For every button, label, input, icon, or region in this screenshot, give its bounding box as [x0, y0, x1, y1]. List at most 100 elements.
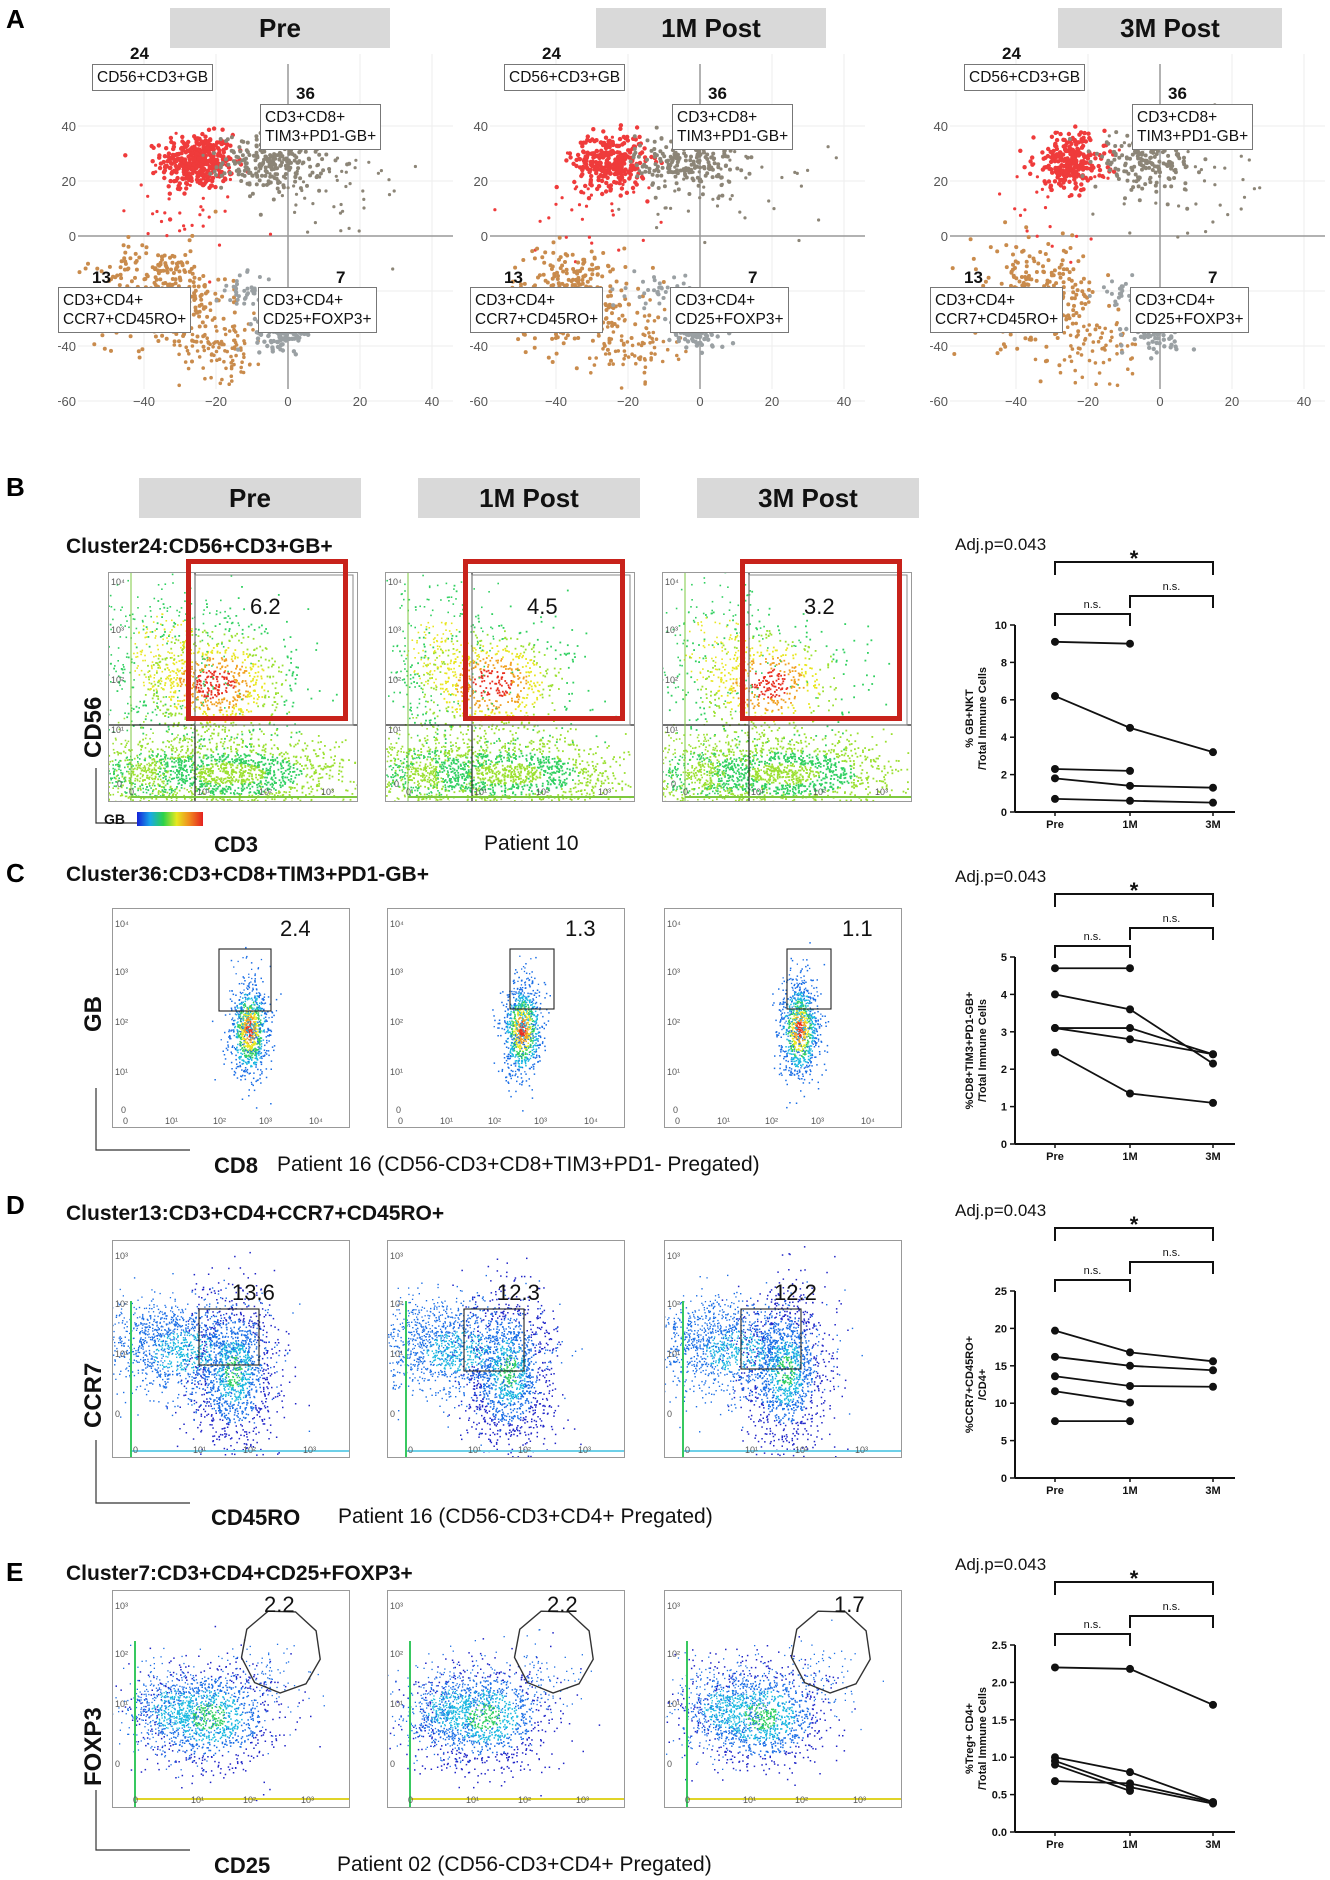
a-cluster-label-line: CD3+CD4+: [263, 291, 372, 310]
chart-e-series-3: [1054, 1763, 1131, 1792]
d-x-axis-title: CD45RO: [211, 1505, 300, 1531]
chart-c: Adj.p=0.043 * n.s. n.s. 0 1 2 3 4 5 Pre 1M 3M %CD8+TI…: [955, 867, 1235, 1163]
a-y-tick: 40: [934, 119, 948, 134]
chart-d-ns-right: n.s.: [1163, 1247, 1181, 1259]
a-cluster-label-line: CD3+CD4+: [475, 291, 598, 310]
a-cluster-label-line: CD25+FOXP3+: [1135, 310, 1244, 329]
a-y-tick: 20: [62, 174, 76, 189]
a-cluster-label-13: CD3+CD4+ CCR7+CD45RO+: [58, 287, 192, 333]
chart-b-ytick: 8: [1001, 657, 1007, 669]
a-y-tick: 0: [941, 229, 948, 244]
chart-b-ytick: 6: [1001, 695, 1007, 707]
a-cluster-label-7: CD3+CD4+ CD25+FOXP3+: [258, 287, 377, 333]
chart-b-xtick-Pre: Pre: [1046, 819, 1064, 831]
chart-e-adjp: Adj.p=0.043: [955, 1555, 1046, 1574]
chart-c-xtick-3M: 3M: [1205, 1151, 1220, 1163]
chart-d-ylabel: %CCR7+CD45RO+/CD4+: [964, 1336, 989, 1433]
a-cluster-num-13: 13: [504, 268, 523, 288]
a-cluster-num-36: 36: [1168, 84, 1187, 104]
chart-b-series-2: [1054, 768, 1131, 772]
b-cluster-title: Cluster24:CD56+CD3+GB+: [66, 535, 333, 559]
a-cluster-num-24: 24: [130, 44, 149, 64]
chart-c-ylabel: %CD8+TIM3+PD1-GB+/Total Immune Cells: [964, 992, 989, 1110]
chart-c-point: [1126, 1089, 1134, 1098]
chart-e-point: [1126, 1768, 1134, 1777]
chart-d-point: [1051, 1372, 1059, 1381]
chart-e-sig-star: *: [1130, 1566, 1139, 1591]
a-cluster-label-24: CD56+CD3+GB: [504, 64, 626, 91]
c-gate-value-1: 1.3: [565, 916, 596, 942]
d-flow-plot-2: 10³ 10² 10¹ 0 0 10¹ 10² 10³: [664, 1240, 902, 1458]
b-flow-plot-2: 10⁴ 10³ 10² 10¹ 0 0 10¹ 10² 10³: [662, 572, 912, 802]
c-cluster-title: Cluster36:CD3+CD8+TIM3+PD1-GB+: [66, 863, 429, 887]
chart-d-point: [1051, 1352, 1059, 1361]
chart-e-ytick: 2.5: [992, 1640, 1007, 1652]
chart-c-ytick: 4: [1001, 989, 1008, 1001]
a-cluster-label-line: CD56+CD3+GB: [969, 68, 1080, 87]
a-cluster-label-line: CD3+CD4+: [1135, 291, 1244, 310]
chart-e-ytick: 1.0: [992, 1752, 1007, 1764]
chart-b-point: [1209, 798, 1217, 807]
chart-c-xtick-1M: 1M: [1122, 1151, 1137, 1163]
chart-b-ytick: 2: [1001, 770, 1007, 782]
e-gate-value-1: 2.2: [547, 1592, 578, 1618]
c-flow-plot-2: 10⁴ 10³ 10² 10¹ 0 0 10¹ 10² 10³ 10⁴: [664, 908, 902, 1128]
chart-b-point: [1126, 639, 1134, 648]
a-cluster-label-24: CD56+CD3+GB: [964, 64, 1086, 91]
chart-c-point: [1209, 1050, 1217, 1059]
a-cluster-label-13: CD3+CD4+ CCR7+CD45RO+: [470, 287, 604, 333]
chart-b-point: [1126, 723, 1134, 732]
chart-b-ns-right: n.s.: [1163, 581, 1181, 593]
chart-d-point: [1051, 1417, 1059, 1426]
e-flow-plot-2: 10³ 10² 10¹ 0 0 10¹ 10² 10³: [664, 1590, 902, 1808]
chart-e-ytick: 0.0: [992, 1827, 1007, 1839]
chart-c-point: [1051, 1048, 1059, 1057]
b-color-key-label: GB: [104, 811, 125, 827]
a-cluster-num-24: 24: [542, 44, 561, 64]
a-x-tick: −40: [1005, 394, 1027, 409]
a-cluster-num-13: 13: [964, 268, 983, 288]
a-cluster-num-7: 7: [1208, 268, 1217, 288]
d-gate-value-2: 12.2: [774, 1280, 817, 1306]
chart-d-point: [1051, 1326, 1059, 1335]
d-gate-value-1: 12.3: [497, 1280, 540, 1306]
chart-d-ns-left: n.s.: [1084, 1265, 1102, 1277]
a-cluster-label-36: CD3+CD8+ TIM3+PD1-GB+: [672, 104, 794, 150]
a-cluster-label-line: CCR7+CD45RO+: [475, 310, 598, 329]
a-y-tick: −60: [930, 394, 948, 409]
a-cluster-num-13: 13: [92, 268, 111, 288]
a-y-tick: −40: [58, 339, 76, 354]
a-cluster-label-line: CD56+CD3+GB: [509, 68, 620, 87]
chart-d-xtick-3M: 3M: [1205, 1485, 1220, 1497]
a-x-tick: 0: [1156, 394, 1163, 409]
chart-e-xtick-Pre: Pre: [1046, 1839, 1064, 1851]
a-y-tick: −60: [470, 394, 488, 409]
c-gate-value-0: 2.4: [280, 916, 311, 942]
a-y-tick: 40: [62, 119, 76, 134]
a-cluster-label-36: CD3+CD8+ TIM3+PD1-GB+: [260, 104, 382, 150]
chart-b-series-0: [1054, 640, 1131, 645]
a-cluster-label-line: CD3+CD8+: [265, 108, 376, 127]
b-header-3m: 3M Post: [697, 478, 919, 518]
a-cluster-num-7: 7: [336, 268, 345, 288]
a-x-tick: 0: [696, 394, 703, 409]
chart-c-ytick: 5: [1001, 952, 1007, 964]
chart-c-ytick: 1: [1001, 1102, 1007, 1114]
a-cluster-label-line: CCR7+CD45RO+: [63, 310, 186, 329]
chart-e-ytick: 0.5: [992, 1790, 1007, 1802]
b-caption: Patient 10: [484, 832, 579, 856]
chart-b-ytick: 0: [1001, 807, 1007, 819]
a-y-tick: 0: [481, 229, 488, 244]
chart-b-point: [1209, 748, 1217, 757]
chart-e-point: [1051, 1777, 1059, 1786]
c-flow-plot-1: 10⁴ 10³ 10² 10¹ 0 0 10¹ 10² 10³ 10⁴: [387, 908, 625, 1128]
a-y-tick: −60: [58, 394, 76, 409]
chart-c-point: [1126, 1024, 1134, 1033]
